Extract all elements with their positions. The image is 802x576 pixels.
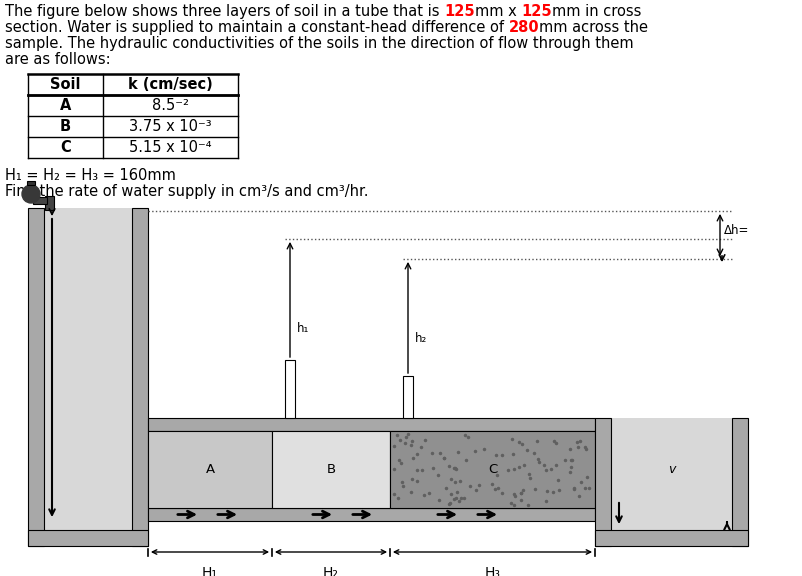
Text: H₁ = H₂ = H₃ = 160mm: H₁ = H₂ = H₃ = 160mm <box>5 168 176 183</box>
Text: 5.15 x 10⁻⁴: 5.15 x 10⁻⁴ <box>129 140 212 155</box>
Bar <box>132 208 148 546</box>
Bar <box>285 360 295 418</box>
Text: 8.5⁻²: 8.5⁻² <box>152 98 189 113</box>
Bar <box>148 508 595 521</box>
Text: sample. The hydraulic conductivities of the soils in the direction of flow throu: sample. The hydraulic conductivities of … <box>5 36 634 51</box>
Text: mm x: mm x <box>475 4 521 19</box>
Bar <box>272 431 390 508</box>
Circle shape <box>22 185 40 203</box>
Text: Δh=: Δh= <box>724 223 749 237</box>
Bar <box>611 418 732 530</box>
Bar <box>45 196 54 210</box>
Bar <box>595 530 748 546</box>
Bar <box>33 197 47 204</box>
Text: section. Water is supplied to maintain a constant-head difference of: section. Water is supplied to maintain a… <box>5 20 508 35</box>
Bar <box>27 181 35 185</box>
Text: Soil: Soil <box>51 77 81 92</box>
Text: 125: 125 <box>444 4 475 19</box>
Bar <box>148 418 595 431</box>
Text: 280: 280 <box>508 20 539 35</box>
Text: C: C <box>60 140 71 155</box>
Text: h₁: h₁ <box>297 322 310 335</box>
Text: 3.75 x 10⁻³: 3.75 x 10⁻³ <box>129 119 212 134</box>
Text: B: B <box>326 463 335 476</box>
Text: mm across the: mm across the <box>539 20 648 35</box>
Bar <box>595 418 611 546</box>
Text: are as follows:: are as follows: <box>5 52 111 67</box>
Text: A: A <box>205 463 215 476</box>
Text: H₂: H₂ <box>323 566 339 576</box>
Text: Find the rate of water supply in cm³/s and cm³/hr.: Find the rate of water supply in cm³/s a… <box>5 184 368 199</box>
Text: A: A <box>60 98 71 113</box>
Text: v: v <box>668 463 675 476</box>
Text: h₂: h₂ <box>415 332 427 345</box>
Text: B: B <box>60 119 71 134</box>
Text: The figure below shows three layers of soil in a tube that is: The figure below shows three layers of s… <box>5 4 444 19</box>
Text: H₃: H₃ <box>484 566 500 576</box>
Text: C: C <box>488 463 497 476</box>
Bar <box>28 208 44 546</box>
Bar <box>28 530 148 546</box>
Bar <box>44 208 132 530</box>
Bar <box>403 376 413 418</box>
Text: H₁: H₁ <box>202 566 218 576</box>
Bar <box>732 418 748 546</box>
Text: k (cm/sec): k (cm/sec) <box>128 77 213 92</box>
Text: mm in cross: mm in cross <box>552 4 641 19</box>
Bar <box>148 431 272 508</box>
Text: 125: 125 <box>521 4 552 19</box>
Bar <box>390 431 595 508</box>
